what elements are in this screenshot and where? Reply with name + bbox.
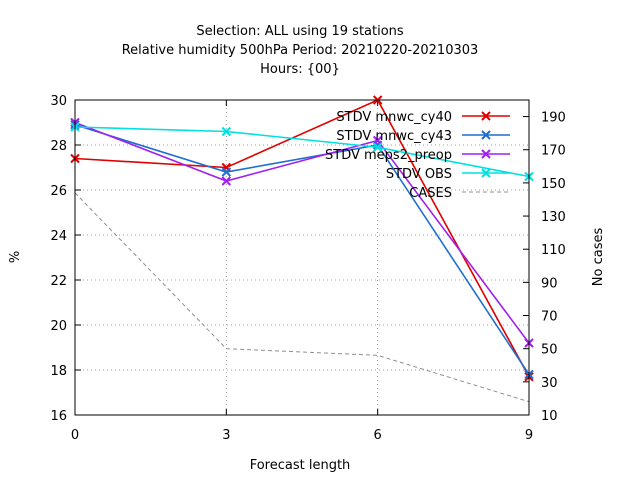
x-tick-label: 6	[374, 428, 382, 443]
data-point	[221, 176, 232, 186]
y-tick-label: 26	[50, 184, 67, 199]
x-tick-label: 9	[525, 428, 533, 443]
title-line-2: Relative humidity 500hPa Period: 2021022…	[122, 43, 479, 58]
y-tick-label: 16	[50, 409, 67, 424]
x-tick-label: 0	[71, 428, 79, 443]
plot-frame	[74, 99, 530, 416]
y-tick-label: 24	[50, 229, 67, 244]
data-point	[221, 167, 232, 177]
data-point	[372, 135, 383, 146]
legend-marker	[481, 149, 491, 159]
legend-marker	[481, 130, 491, 140]
series-line-1	[74, 123, 530, 375]
x-axis-label: Forecast length	[250, 458, 351, 473]
series-layer	[70, 95, 534, 403]
data-point	[372, 142, 383, 152]
y2-tick-label: 10	[541, 409, 558, 424]
legend-label: STDV OBS	[386, 167, 452, 182]
chart-title: Selection: ALL using 19 stations Relativ…	[122, 24, 479, 77]
legend-label: CASES	[409, 186, 452, 201]
y2-axis-label: No cases	[591, 228, 606, 287]
y2-tick-label: 190	[541, 111, 566, 126]
series-line-0	[74, 98, 530, 378]
x-tick-label: 3	[222, 428, 230, 443]
series-line-2	[74, 121, 530, 344]
legend-label: STDV mnwc_cy40	[336, 110, 452, 125]
grid	[75, 100, 529, 415]
y-tick-label: 18	[50, 364, 67, 379]
legend-marker	[481, 168, 491, 178]
data-point	[221, 126, 232, 137]
series-line-3	[74, 126, 530, 178]
legend-label: STDV mnwc_cy43	[336, 129, 452, 144]
title-line-3: Hours: {00}	[260, 62, 340, 77]
y2-tick-label: 130	[541, 210, 566, 225]
y2-tick-label: 30	[541, 376, 558, 391]
y-tick-label: 30	[50, 94, 67, 109]
legend-label: STDV meps2_preop	[325, 148, 452, 163]
y2-tick-label: 70	[541, 310, 558, 325]
title-line-1: Selection: ALL using 19 stations	[196, 24, 404, 39]
y-tick-label: 28	[50, 139, 67, 154]
ticks: 1618202224262830103050709011013015017019…	[50, 94, 565, 443]
y-axis-label: %	[8, 251, 23, 263]
y2-tick-label: 170	[541, 144, 566, 159]
y2-tick-label: 50	[541, 343, 558, 358]
legend: STDV mnwc_cy40 STDV mnwc_cy43 STDV meps2_p…	[325, 110, 510, 201]
y2-tick-label: 90	[541, 276, 558, 291]
legend-marker	[481, 111, 491, 121]
y-tick-label: 22	[50, 274, 67, 289]
y2-tick-label: 150	[541, 177, 566, 192]
y2-tick-label: 110	[541, 243, 566, 258]
y-tick-label: 20	[50, 319, 67, 334]
series-line-4	[74, 192, 530, 403]
